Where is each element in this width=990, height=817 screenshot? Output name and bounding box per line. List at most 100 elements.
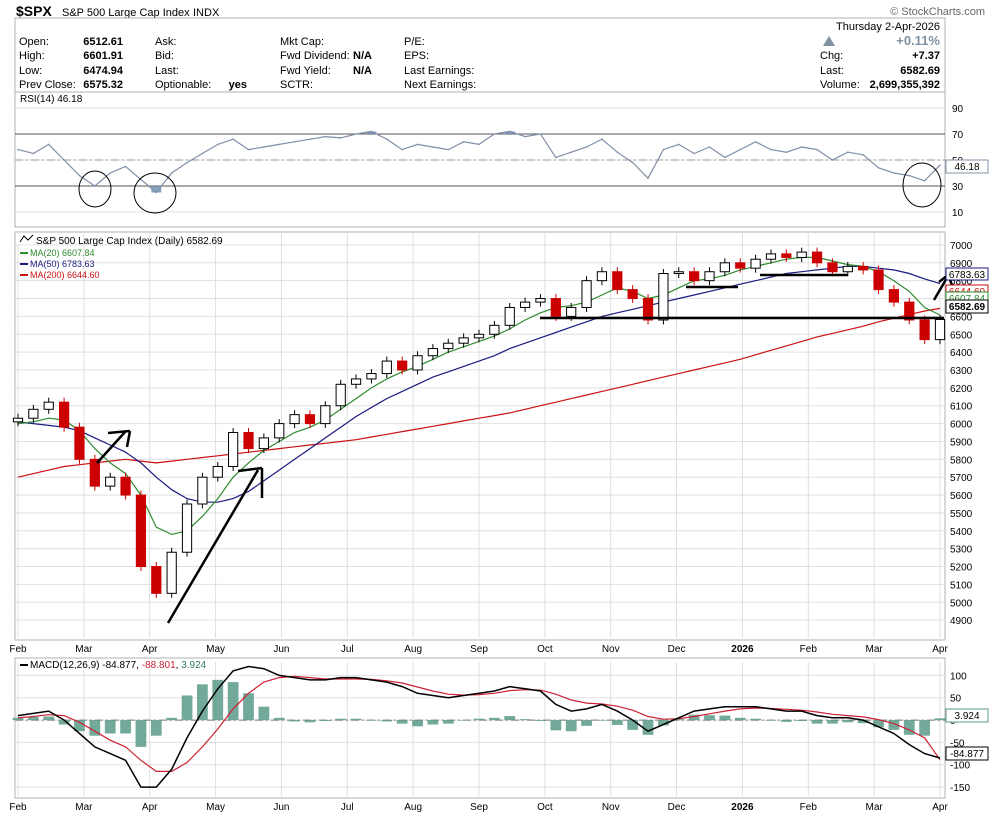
macd-histogram — [12, 679, 946, 747]
candle-body — [151, 566, 162, 594]
annotation-arrow-apr — [166, 469, 260, 624]
macd-histogram-bar — [811, 720, 823, 724]
candle-body — [658, 273, 669, 321]
macd-histogram-bar — [442, 720, 454, 724]
macd-x-tick-label: Mar — [866, 802, 884, 813]
macd-histogram-bar — [243, 693, 254, 721]
macd-histogram-bar — [104, 720, 116, 734]
macd-histogram-bar — [335, 718, 347, 721]
macd-x-tick-label: Feb — [800, 802, 818, 813]
price-tick-label: 5100 — [950, 580, 973, 591]
header-field-value: N/A — [353, 50, 372, 62]
trend-annotations — [96, 273, 954, 624]
macd-histogram-bar — [704, 715, 715, 721]
ma200-line — [17, 307, 941, 478]
candle-body — [366, 373, 377, 380]
candle-body — [519, 301, 531, 308]
candle-body — [197, 476, 208, 505]
macd-legend-hist: 3.924 — [181, 660, 206, 671]
macd-x-tick-label: 2026 — [731, 802, 754, 813]
header-field-label: Low: — [19, 65, 42, 77]
macd-legend: MACD(12,26,9) -84.877, -88.801, 3.924 — [30, 660, 207, 671]
macd-histogram-bar — [627, 720, 639, 730]
price-x-tick-label: May — [206, 644, 225, 655]
annotation-circle-rsi-apr — [133, 172, 177, 214]
price-x-tick-label: Oct — [537, 644, 553, 655]
candle-body — [504, 306, 515, 326]
macd-value-label: -84.877 — [950, 749, 984, 760]
annotation-arrow-mar — [96, 431, 126, 464]
macd-x-axis: Feb Mar Apr May Jun Jul Aug Sep Oct Nov Dec 2026 Feb… — [9, 802, 948, 813]
candle-body — [58, 401, 70, 428]
macd-histogram-bar — [227, 682, 239, 721]
candle-body — [350, 378, 362, 385]
price-tick-label: 5700 — [950, 473, 973, 484]
candle-body — [719, 262, 730, 273]
macd-histogram-bar — [903, 720, 915, 735]
macd-x-tick-label: Dec — [668, 802, 686, 813]
macd-histogram-bar — [596, 720, 608, 721]
price-y-ticks: 4900 5000 5100 5200 5300 5400 5500 5600 5700 5800… — [950, 241, 973, 627]
price-x-tick-label: Jun — [273, 644, 289, 655]
ma50-legend: MA(50) 6783.63 — [30, 259, 95, 269]
candle-body — [904, 301, 915, 321]
macd-histogram-bar — [519, 719, 531, 721]
macd-x-tick-label: Apr — [142, 802, 158, 813]
macd-histogram-bar — [550, 720, 562, 731]
macd-histogram-bar — [565, 720, 577, 732]
price-x-tick-label: Aug — [404, 644, 422, 655]
header-field-label: Fwd Dividend: — [280, 50, 350, 62]
candle-body — [627, 289, 638, 300]
header-field-label: Prev Close: — [19, 79, 76, 91]
ma50-value-label: 6783.63 — [949, 270, 986, 281]
macd-tick-label: -100 — [950, 761, 970, 772]
macd-panel: -150-100-50050100 MACD(12,26,9) -84.877,… — [9, 657, 989, 813]
macd-histogram-bar — [719, 715, 731, 721]
watermark: © StockCharts.com — [890, 6, 985, 18]
macd-x-tick-label: Sep — [470, 802, 488, 813]
macd-legend-signal: -88.801 — [142, 660, 176, 671]
macd-histogram-bar — [27, 716, 39, 721]
header-field-label: Bid: — [155, 50, 174, 62]
macd-signal-line — [17, 675, 941, 772]
header-field-label: Last: — [155, 65, 179, 77]
macd-histogram-bar — [166, 717, 178, 721]
header-field-label: Fwd Yield: — [280, 65, 331, 77]
macd-line — [17, 665, 941, 788]
macd-tick-label: -50 — [950, 738, 965, 749]
header-field-label: Optionable: — [155, 79, 211, 91]
rsi-extreme-fill — [504, 131, 515, 134]
price-tick-label: 4900 — [950, 616, 973, 627]
quote-date: Thursday 2-Apr-2026 — [836, 21, 940, 33]
macd-histogram-bar — [611, 720, 623, 725]
macd-histogram-bar — [396, 720, 408, 724]
candle-body — [212, 465, 223, 478]
macd-histogram-bar — [58, 720, 70, 725]
header-fields: Open: 6512.61 High: 6601.91 Low: 6474.94 Prev … — [19, 36, 940, 91]
candle-body — [735, 262, 746, 269]
candle-body — [566, 306, 577, 317]
candle-body — [228, 432, 239, 467]
price-x-tick-label: Sep — [470, 644, 488, 655]
price-tick-label: 5300 — [950, 545, 973, 556]
rsi-legend: RSI(14) 46.18 — [20, 94, 83, 105]
candle-body — [473, 333, 485, 339]
macd-histogram-bar — [857, 720, 869, 724]
header-field-value: 6474.94 — [83, 65, 124, 77]
candle-body — [412, 355, 423, 371]
macd-histogram-bar — [473, 718, 485, 721]
macd-histogram-bar — [120, 720, 131, 734]
price-x-tick-label: Jul — [341, 644, 354, 655]
rsi-tick-label: 30 — [952, 182, 964, 193]
candle-body — [765, 253, 777, 260]
macd-histogram-bar — [135, 720, 147, 747]
macd-x-tick-label: Feb — [9, 802, 27, 813]
annotation-circle-rsi-mar-2026 — [902, 162, 942, 208]
macd-histogram-bar — [888, 720, 900, 730]
price-x-tick-label: Apr — [932, 644, 948, 655]
macd-histogram-bar — [642, 720, 654, 735]
macd-histogram-bar — [873, 720, 884, 728]
candle-body — [489, 324, 500, 335]
candle-body — [166, 551, 177, 594]
